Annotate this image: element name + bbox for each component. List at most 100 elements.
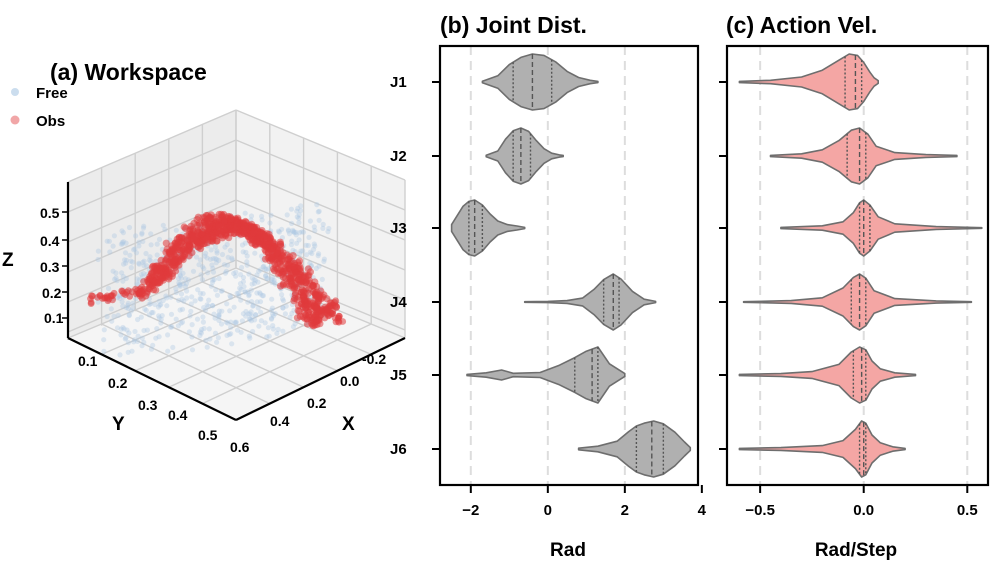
free-point xyxy=(303,252,310,258)
free-point xyxy=(207,336,213,342)
free-point xyxy=(216,308,222,314)
free-point xyxy=(133,296,139,302)
free-point xyxy=(239,264,245,271)
free-point xyxy=(197,290,203,296)
free-point xyxy=(271,277,277,283)
free-point xyxy=(231,304,237,310)
free-point xyxy=(320,221,326,227)
free-point xyxy=(110,243,116,249)
free-point xyxy=(229,255,235,261)
free-point xyxy=(200,319,206,325)
x-tick-label: 0.5 xyxy=(957,502,978,519)
free-point xyxy=(290,228,296,235)
obs-point xyxy=(218,234,227,242)
obs-point xyxy=(140,278,148,286)
free-point xyxy=(214,339,220,345)
free-point xyxy=(179,306,186,312)
free-point xyxy=(179,319,186,325)
free-point xyxy=(268,212,274,218)
obs-point xyxy=(274,265,282,273)
free-point xyxy=(120,324,126,331)
free-point xyxy=(173,286,179,292)
free-point xyxy=(212,330,219,336)
category-label: J4 xyxy=(390,294,407,311)
obs-point xyxy=(237,230,245,238)
obs-point xyxy=(212,221,220,229)
free-point xyxy=(178,320,184,326)
free-point xyxy=(176,282,183,288)
free-point xyxy=(177,273,184,279)
free-point xyxy=(244,259,250,265)
free-point xyxy=(214,248,220,254)
obs-point xyxy=(190,235,198,243)
free-point xyxy=(122,336,128,342)
free-point xyxy=(195,287,201,293)
free-point xyxy=(104,313,110,320)
legend-obs-marker xyxy=(10,115,20,125)
free-point xyxy=(204,344,210,350)
free-point xyxy=(214,256,220,262)
free-point xyxy=(279,226,285,232)
free-point xyxy=(252,317,258,323)
plot-frame xyxy=(438,44,700,487)
free-point xyxy=(282,311,288,317)
legend-free-label: Free xyxy=(36,85,68,102)
free-point xyxy=(255,305,261,311)
free-point xyxy=(287,314,293,320)
free-point xyxy=(252,312,258,318)
violin-J3 xyxy=(450,199,526,257)
free-point xyxy=(139,343,145,349)
free-point xyxy=(246,271,252,277)
free-point xyxy=(224,301,230,307)
free-point xyxy=(125,300,131,306)
free-point xyxy=(197,332,203,339)
free-point xyxy=(189,294,195,300)
obs-point xyxy=(241,223,249,231)
free-point xyxy=(274,330,280,336)
free-point xyxy=(125,349,131,355)
free-point xyxy=(280,305,286,311)
x-tick-label: 2 xyxy=(621,502,629,519)
free-point xyxy=(148,301,154,307)
free-point xyxy=(260,264,266,270)
free-point xyxy=(136,260,142,266)
free-point xyxy=(247,311,253,317)
free-point xyxy=(242,210,248,216)
free-point xyxy=(188,308,194,314)
category-label: J6 xyxy=(390,441,407,458)
free-point xyxy=(299,229,305,235)
obs-point xyxy=(168,272,176,280)
category-label: J5 xyxy=(390,367,407,384)
violin-J5 xyxy=(738,346,917,404)
free-point xyxy=(125,302,131,308)
free-point xyxy=(150,342,156,348)
free-point xyxy=(268,315,275,321)
obs-point xyxy=(290,297,298,305)
free-point xyxy=(253,277,259,284)
z-tick-label: 0.1 xyxy=(44,310,64,326)
free-point xyxy=(225,254,231,260)
free-point xyxy=(110,268,116,274)
free-point xyxy=(229,257,235,263)
free-point xyxy=(157,302,163,308)
free-point xyxy=(222,244,228,250)
free-point xyxy=(134,280,140,287)
free-point xyxy=(120,273,126,280)
free-point xyxy=(179,296,185,302)
free-point xyxy=(223,268,229,274)
free-point xyxy=(257,290,263,296)
free-point xyxy=(108,306,114,312)
free-point xyxy=(197,296,203,302)
free-point xyxy=(227,293,233,299)
free-point xyxy=(209,302,216,309)
free-point xyxy=(119,299,125,305)
free-point xyxy=(153,335,159,341)
free-point xyxy=(168,311,175,317)
free-point xyxy=(190,268,197,274)
obs-point xyxy=(136,285,144,293)
free-point xyxy=(311,224,317,230)
joint-dist-xlabel: Rad xyxy=(550,540,586,561)
free-point xyxy=(259,213,265,219)
free-point xyxy=(321,258,327,264)
obs-point xyxy=(278,270,286,279)
